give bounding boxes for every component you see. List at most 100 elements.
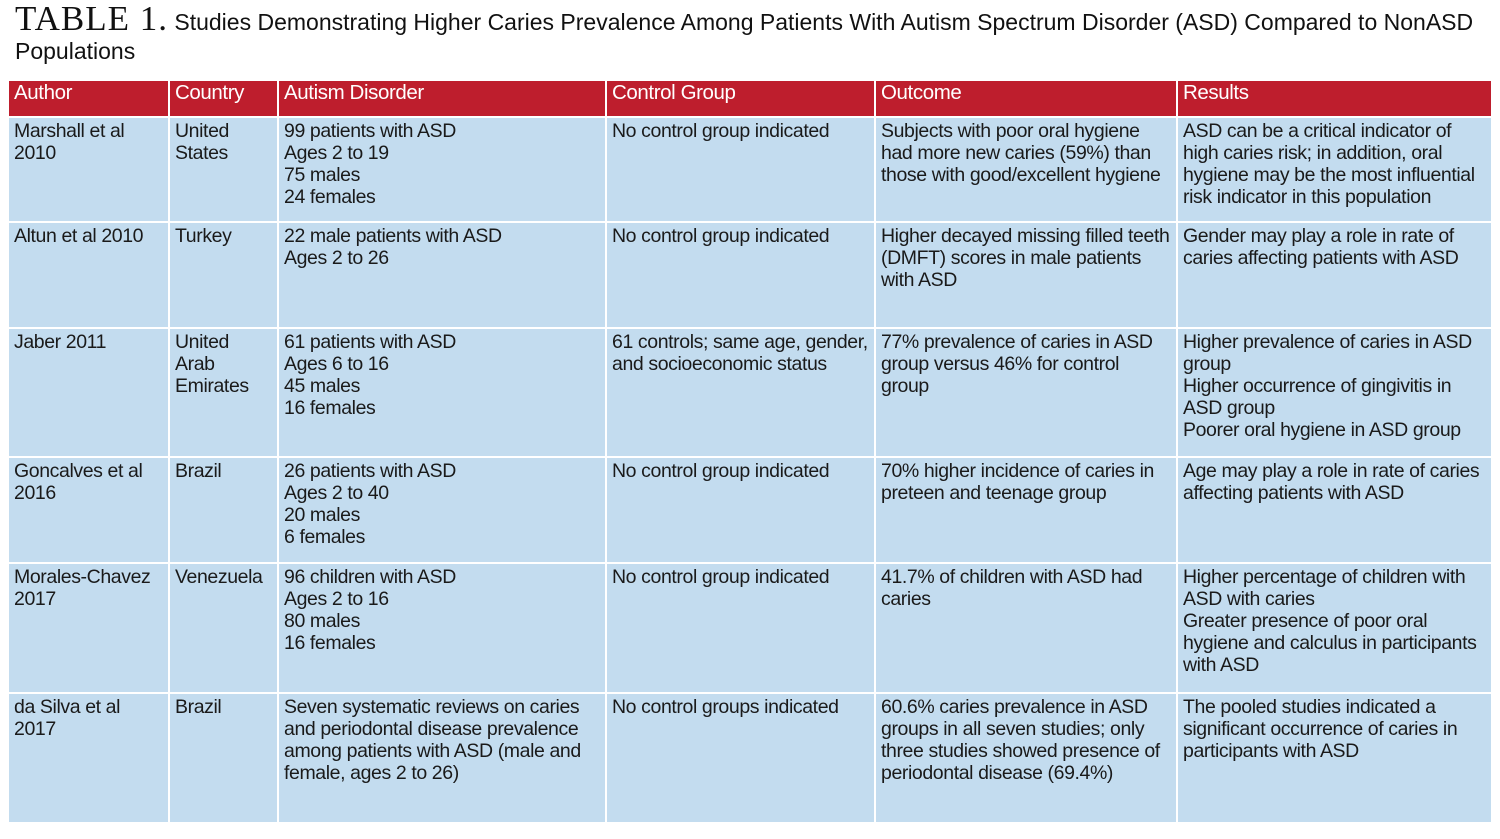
column-header-autism-disorder: Autism Disorder <box>277 79 607 118</box>
cell-line: Brazil <box>175 460 222 482</box>
table-row: Jaber 2011 United Arab Emirates 61 patient… <box>7 327 1493 458</box>
cell-autism-disorder: 96 children with ASD Ages 2 to 16 80 males… <box>277 562 607 694</box>
cell-line: The pooled studies indicated a significa… <box>1183 696 1458 762</box>
cell-line: 99 patients with ASD <box>284 120 456 142</box>
cell-line: 61 patients with ASD <box>284 331 456 353</box>
cell-line: ASD can be a critical indicator of high … <box>1183 120 1475 208</box>
cell-autism-disorder: Seven systematic reviews on caries and p… <box>277 692 607 824</box>
cell-line: Venezuela <box>175 566 263 588</box>
table-caption: TABLE 1. Studies Demonstrating Higher Ca… <box>15 1 1495 66</box>
cell-line: Ages 6 to 16 <box>284 353 389 375</box>
cell-country: Brazil <box>168 456 279 564</box>
cell-line: 16 females <box>284 632 376 654</box>
cell-line: 41.7% of children with ASD had caries <box>881 566 1143 610</box>
cell-country: Turkey <box>168 221 279 329</box>
column-header-control-group: Control Group <box>605 79 876 118</box>
cell-line: Ages 2 to 40 <box>284 482 389 504</box>
cell-author: Altun et al 2010 <box>7 221 170 329</box>
cell-line: Higher decayed missing filled teeth (DMF… <box>881 225 1170 291</box>
cell-control-group: No control group indicated <box>605 221 876 329</box>
cell-line: Ages 2 to 19 <box>284 142 389 164</box>
cell-control-group: 61 controls; same age, gender, and socio… <box>605 327 876 458</box>
cell-line: 20 males <box>284 504 360 526</box>
table-row: da Silva et al 2017 Brazil Seven systemati… <box>7 692 1493 824</box>
cell-line: 26 patients with ASD <box>284 460 456 482</box>
studies-table: Author Country Autism Disorder Control Grou… <box>7 79 1493 824</box>
cell-line: 22 male patients with ASD <box>284 225 502 247</box>
cell-line: No control group indicated <box>612 225 830 247</box>
cell-line: Jaber 2011 <box>14 331 107 353</box>
cell-line: 75 males <box>284 164 360 186</box>
cell-autism-disorder: 22 male patients with ASD Ages 2 to 26 <box>277 221 607 329</box>
cell-country: Brazil <box>168 692 279 824</box>
cell-control-group: No control groups indicated <box>605 692 876 824</box>
table-row: Morales-Chavez 2017 Venezuela 96 children … <box>7 562 1493 694</box>
cell-line: Gender may play a role in rate of caries… <box>1183 225 1459 269</box>
cell-line: 77% prevalence of caries in ASD group ve… <box>881 331 1153 397</box>
table-row: Marshall et al 2010 United States 99 patie… <box>7 116 1493 223</box>
cell-line: 61 controls; same age, gender, and socio… <box>612 331 868 375</box>
cell-outcome: Higher decayed missing filled teeth (DMF… <box>874 221 1178 329</box>
cell-line: Higher prevalence of caries in ASD group <box>1183 331 1472 375</box>
cell-line: Altun et al 2010 <box>14 225 144 247</box>
column-header-country: Country <box>168 79 279 118</box>
cell-line: Higher percentage of children with ASD w… <box>1183 566 1466 610</box>
cell-line: No control groups indicated <box>612 696 839 718</box>
cell-results: Age may play a role in rate of caries af… <box>1176 456 1493 564</box>
cell-outcome: 77% prevalence of caries in ASD group ve… <box>874 327 1178 458</box>
cell-line: 60.6% caries prevalence in ASD groups in… <box>881 696 1160 784</box>
cell-outcome: 60.6% caries prevalence in ASD groups in… <box>874 692 1178 824</box>
table-row: Altun et al 2010 Turkey 22 male patients w… <box>7 221 1493 329</box>
cell-outcome: 41.7% of children with ASD had caries <box>874 562 1178 694</box>
cell-control-group: No control group indicated <box>605 116 876 223</box>
cell-line: Ages 2 to 26 <box>284 247 389 269</box>
table-title: Studies Demonstrating Higher Caries Prev… <box>15 9 1474 64</box>
column-header-author: Author <box>7 79 170 118</box>
cell-line: Subjects with poor oral hygiene had more… <box>881 120 1161 186</box>
table-label: TABLE 1. <box>15 0 168 38</box>
header-row: Author Country Autism Disorder Control Grou… <box>7 79 1493 118</box>
cell-line: 80 males <box>284 610 360 632</box>
cell-line: Goncalves et al 2016 <box>14 460 143 504</box>
cell-line: Greater presence of poor oral hygiene an… <box>1183 610 1477 676</box>
cell-country: Venezuela <box>168 562 279 694</box>
cell-line: No control group indicated <box>612 566 830 588</box>
cell-results: ASD can be a critical indicator of high … <box>1176 116 1493 223</box>
cell-author: Jaber 2011 <box>7 327 170 458</box>
cell-line: No control group indicated <box>612 460 830 482</box>
table-row: Goncalves et al 2016 Brazil 26 patients wi… <box>7 456 1493 564</box>
cell-line: 96 children with ASD <box>284 566 456 588</box>
cell-results: The pooled studies indicated a significa… <box>1176 692 1493 824</box>
cell-line: da Silva et al 2017 <box>14 696 121 740</box>
cell-line: Marshall et al 2010 <box>14 120 125 164</box>
cell-results: Higher prevalence of caries in ASD group… <box>1176 327 1493 458</box>
cell-line: 16 females <box>284 397 376 419</box>
cell-author: da Silva et al 2017 <box>7 692 170 824</box>
cell-line: Turkey <box>175 225 232 247</box>
cell-line: Brazil <box>175 696 222 718</box>
cell-line: Seven systematic reviews on caries and p… <box>284 696 581 784</box>
column-header-outcome: Outcome <box>874 79 1178 118</box>
cell-author: Goncalves et al 2016 <box>7 456 170 564</box>
cell-author: Morales-Chavez 2017 <box>7 562 170 694</box>
cell-autism-disorder: 99 patients with ASD Ages 2 to 19 75 males… <box>277 116 607 223</box>
cell-control-group: No control group indicated <box>605 562 876 694</box>
cell-line: United Arab Emirates <box>175 331 249 397</box>
cell-results: Higher percentage of children with ASD w… <box>1176 562 1493 694</box>
cell-results: Gender may play a role in rate of caries… <box>1176 221 1493 329</box>
cell-autism-disorder: 26 patients with ASD Ages 2 to 40 20 males… <box>277 456 607 564</box>
cell-line: 45 males <box>284 375 360 397</box>
cell-line: Age may play a role in rate of caries af… <box>1183 460 1480 504</box>
column-header-results: Results <box>1176 79 1493 118</box>
cell-line: No control group indicated <box>612 120 830 142</box>
cell-line: Ages 2 to 16 <box>284 588 389 610</box>
cell-line: 70% higher incidence of caries in pretee… <box>881 460 1154 504</box>
cell-country: United Arab Emirates <box>168 327 279 458</box>
cell-line: 6 females <box>284 526 365 548</box>
cell-autism-disorder: 61 patients with ASD Ages 6 to 16 45 males… <box>277 327 607 458</box>
cell-line: Poorer oral hygiene in ASD group <box>1183 419 1461 441</box>
cell-country: United States <box>168 116 279 223</box>
cell-line: United States <box>175 120 229 164</box>
cell-outcome: 70% higher incidence of caries in pretee… <box>874 456 1178 564</box>
cell-control-group: No control group indicated <box>605 456 876 564</box>
